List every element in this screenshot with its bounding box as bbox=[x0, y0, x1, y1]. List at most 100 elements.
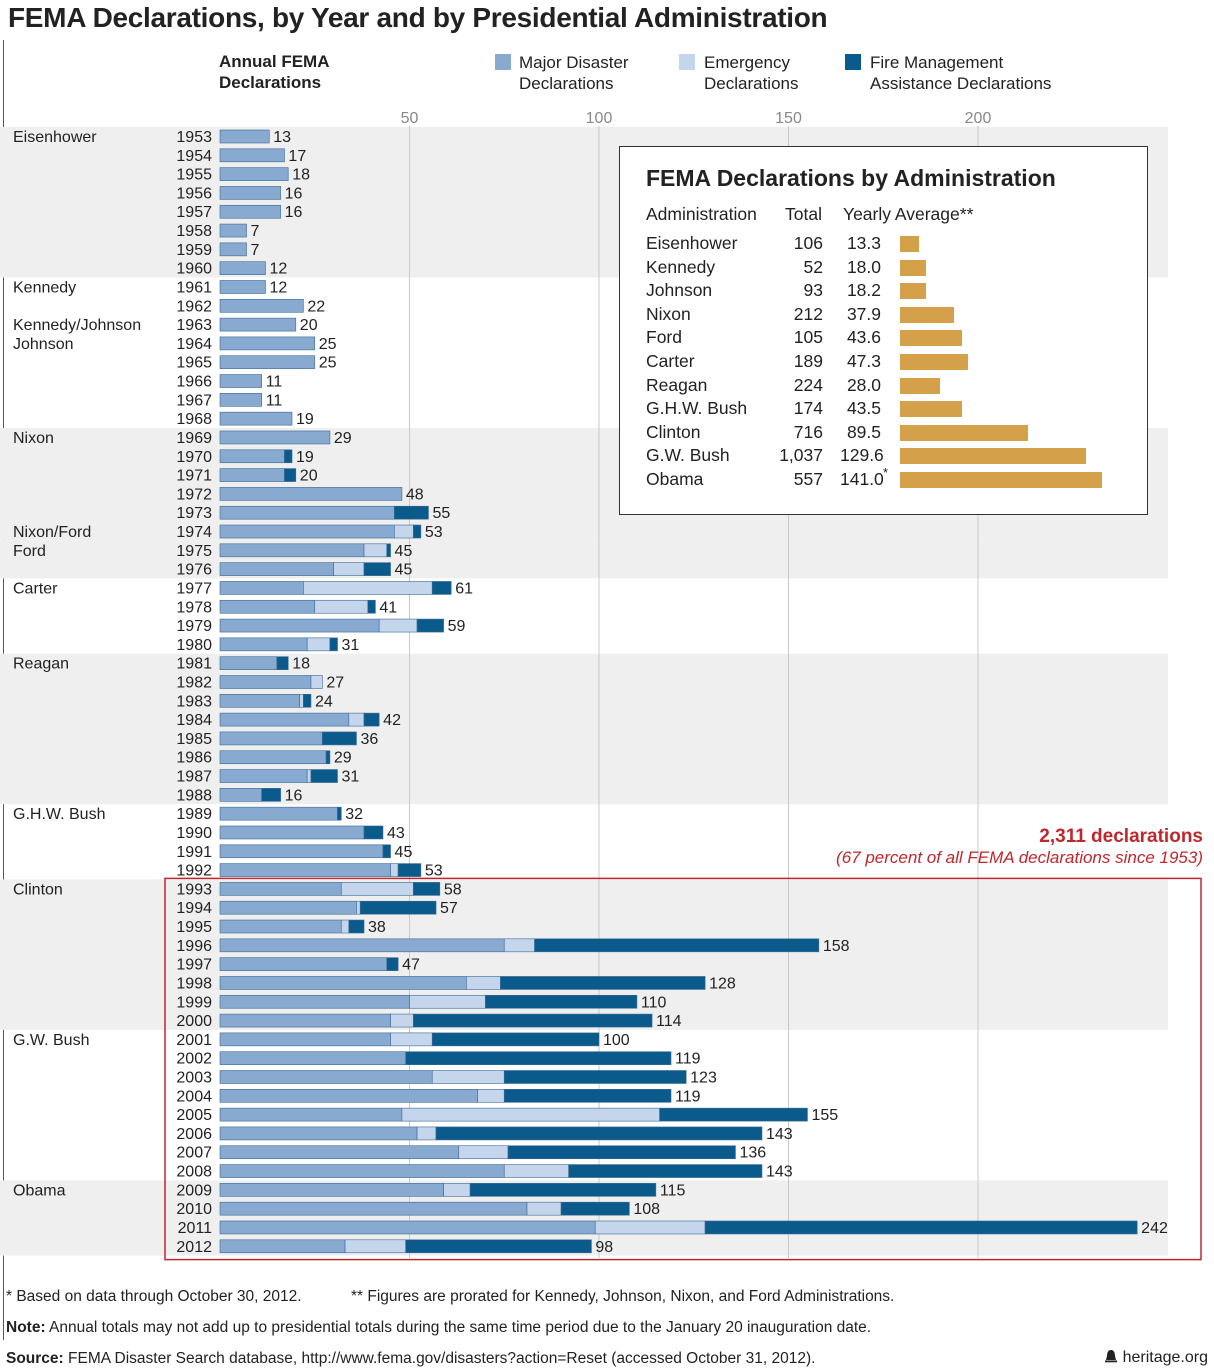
bar-total-label: 98 bbox=[595, 1239, 613, 1256]
bar-fire bbox=[276, 656, 289, 670]
bar-fire bbox=[484, 994, 638, 1009]
admin-label: Carter bbox=[13, 580, 58, 597]
bar-total-label: 7 bbox=[251, 242, 260, 259]
year-label: 1967 bbox=[176, 392, 212, 409]
admin-stripe bbox=[0, 540, 1168, 579]
bar-total-label: 57 bbox=[440, 900, 458, 917]
bar-major bbox=[219, 1164, 505, 1178]
bar-total-label: 61 bbox=[455, 580, 473, 597]
bar-total-label: 36 bbox=[360, 731, 378, 748]
bar-total-label: 32 bbox=[345, 806, 363, 823]
bar-fire bbox=[431, 581, 452, 595]
bar-fire bbox=[503, 1070, 687, 1084]
admin-label: G.W. Bush bbox=[13, 1032, 89, 1049]
summary-avg-bar bbox=[900, 306, 955, 323]
bar-fire bbox=[503, 1089, 672, 1103]
admin-label: Nixon bbox=[13, 430, 54, 447]
bar-emergency bbox=[503, 938, 535, 953]
bar-fire bbox=[405, 1051, 672, 1065]
annual-header-line2: Declarations bbox=[219, 73, 322, 92]
summary-avg: 129.6 bbox=[840, 445, 884, 466]
highlight-box bbox=[164, 877, 1202, 1261]
bar-total-label: 18 bbox=[292, 656, 310, 673]
bar-total-label: 29 bbox=[334, 750, 352, 767]
bar-total-label: 128 bbox=[709, 975, 736, 992]
bar-total-label: 27 bbox=[326, 674, 344, 691]
bar-total-label: 53 bbox=[425, 524, 443, 541]
summary-total: 716 bbox=[793, 421, 823, 442]
year-label: 1992 bbox=[176, 863, 212, 880]
year-label: 1962 bbox=[176, 298, 212, 315]
summary-admin: G.H.W. Bush bbox=[646, 398, 748, 419]
year-label: 2003 bbox=[176, 1070, 212, 1087]
bar-major bbox=[219, 129, 270, 144]
heritage-logo[interactable]: heritage.org bbox=[1104, 1349, 1208, 1367]
bar-total-label: 55 bbox=[432, 505, 450, 522]
bar-total-label: 18 bbox=[292, 167, 310, 184]
logo-text: heritage.org bbox=[1122, 1349, 1208, 1366]
summary-avg: 43.5 bbox=[846, 398, 881, 419]
summary-row: Ford 105 43.6 bbox=[620, 327, 1149, 350]
bar-total-label: 25 bbox=[319, 355, 337, 372]
bar-major bbox=[219, 957, 388, 971]
bar-fire bbox=[405, 1239, 592, 1254]
legend-fire-line2: Assistance Declarations bbox=[870, 74, 1052, 93]
legend-fire-line1: Fire Management bbox=[870, 53, 1004, 72]
bar-total-label: 16 bbox=[285, 204, 303, 221]
summary-row: Nixon 212 37.9 bbox=[620, 304, 1149, 327]
year-label: 1969 bbox=[176, 430, 212, 447]
bar-major bbox=[219, 1032, 391, 1047]
legend-emergency-line2: Declarations bbox=[704, 74, 799, 93]
summary-col-total: Total bbox=[785, 204, 822, 224]
bar-emergency bbox=[390, 1013, 414, 1028]
bar-emergency bbox=[409, 994, 486, 1009]
bar-emergency bbox=[503, 1164, 569, 1178]
bar-emergency bbox=[363, 543, 388, 558]
bar-total-label: 25 bbox=[319, 336, 337, 353]
year-label: 2010 bbox=[176, 1201, 212, 1218]
bar-total-label: 53 bbox=[425, 863, 443, 880]
admin-label: Ford bbox=[13, 543, 46, 560]
summary-avg: 18.2 bbox=[846, 280, 881, 301]
bar-major bbox=[219, 844, 384, 859]
bar-fire bbox=[431, 1032, 600, 1047]
summary-avg-bar bbox=[900, 377, 941, 394]
bar-major bbox=[219, 223, 247, 238]
bar-total-label: 41 bbox=[379, 599, 397, 616]
bar-fire bbox=[367, 599, 376, 614]
bar-major bbox=[219, 148, 285, 163]
source-label: Source: bbox=[6, 1350, 64, 1367]
year-label: 1980 bbox=[176, 637, 212, 654]
bar-total-label: 59 bbox=[448, 618, 466, 635]
bar-fire bbox=[386, 543, 391, 558]
summary-avg: 47.3 bbox=[846, 351, 881, 371]
summary-panel: FEMA Declarations by Administration Admi… bbox=[619, 146, 1148, 515]
year-label: 2011 bbox=[178, 1220, 213, 1237]
x-tick-label: 50 bbox=[401, 110, 419, 127]
bar-total-label: 123 bbox=[690, 1070, 717, 1087]
bar-total-label: 119 bbox=[675, 1051, 701, 1068]
admin-label: Johnson bbox=[13, 336, 74, 353]
bar-emergency bbox=[401, 1107, 660, 1122]
bar-fire bbox=[500, 976, 706, 990]
bar-major bbox=[219, 204, 281, 219]
summary-avg-bar bbox=[900, 401, 963, 418]
bar-major bbox=[219, 693, 300, 708]
bar-total-label: 19 bbox=[296, 449, 314, 466]
summary-total: 52 bbox=[803, 256, 823, 277]
bar-total-label: 20 bbox=[300, 317, 318, 334]
bar-fire bbox=[507, 1145, 736, 1160]
year-label: 1958 bbox=[176, 223, 212, 240]
summary-avg: 43.6 bbox=[846, 327, 881, 348]
bar-total-label: 12 bbox=[269, 279, 287, 296]
summary-total: 189 bbox=[793, 351, 823, 371]
bar-major bbox=[219, 788, 262, 802]
bar-major bbox=[219, 468, 285, 482]
bar-major bbox=[219, 825, 365, 840]
year-label: 1994 bbox=[176, 900, 212, 917]
legend-emergency: Emergency Declarations bbox=[704, 52, 799, 94]
bar-major bbox=[219, 167, 289, 181]
legend-major-line2: Declarations bbox=[519, 74, 614, 93]
year-label: 2004 bbox=[176, 1088, 212, 1105]
bar-fire bbox=[412, 524, 422, 539]
